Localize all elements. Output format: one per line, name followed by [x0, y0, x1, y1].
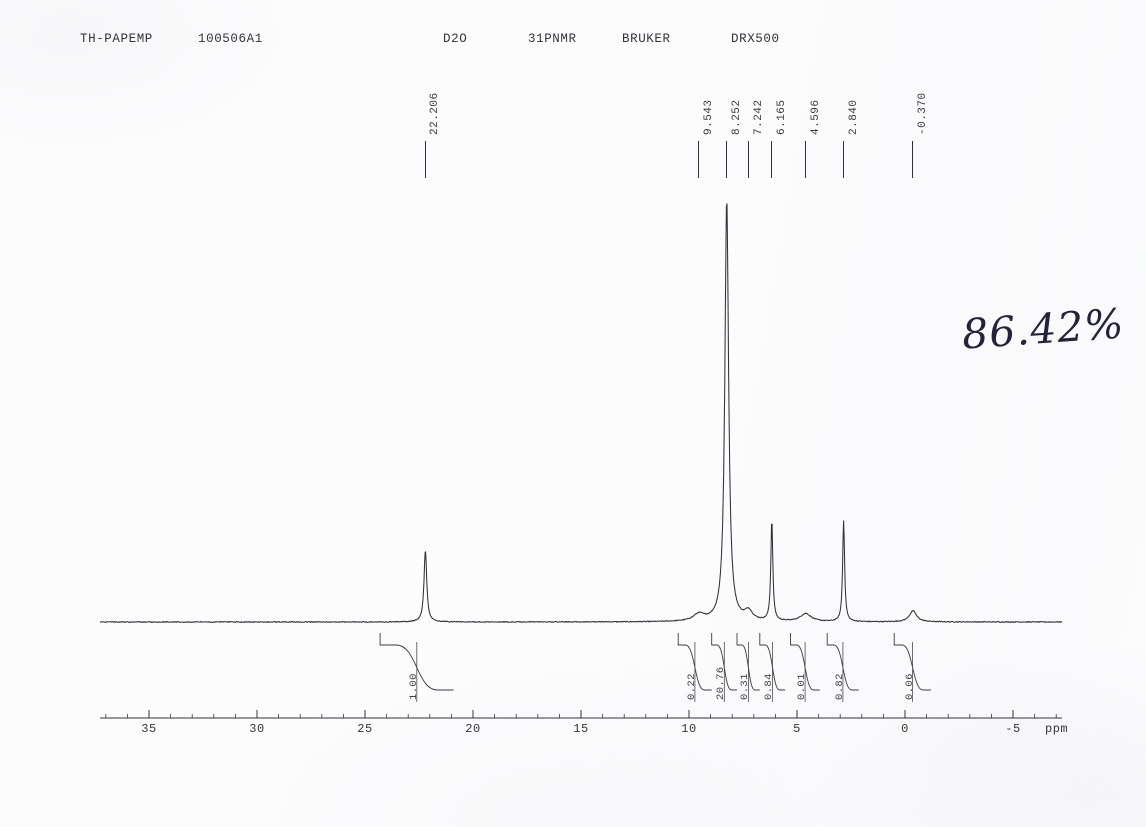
spectrum-header: TH-PAPEMP 100506A1 D2O 31PNMR BRUKER DRX… [0, 32, 1146, 52]
integral-value-label: 1.00 [407, 673, 420, 700]
integral-curve [893, 633, 931, 691]
integral-value-label: 0.01 [796, 673, 809, 700]
axis-group [100, 710, 1062, 719]
integral-value-label: 0.82 [833, 673, 846, 700]
integral-curve [826, 633, 859, 691]
axis-tick-label: 30 [249, 722, 265, 736]
integral-value-label: 0.84 [763, 673, 776, 700]
axis-tick-label: 15 [573, 722, 589, 736]
integral-value-label: 20.76 [715, 666, 728, 700]
header-solvent: D2O [443, 32, 468, 46]
integral-value-label: 0.06 [903, 673, 916, 700]
peak-marker-tick [912, 141, 914, 178]
axis-tick-label: 35 [141, 722, 157, 736]
header-experiment: 31PNMR [528, 32, 577, 46]
header-sample-name: TH-PAPEMP [80, 32, 153, 46]
header-experiment-no: 100506A1 [198, 32, 263, 46]
axis-tick-label: 0 [901, 722, 909, 736]
integral-curve [379, 633, 454, 691]
axis-tick-label: 5 [793, 722, 801, 736]
integral-value-label: 0.22 [685, 673, 698, 700]
axis-tick-label: 20 [465, 722, 481, 736]
header-instrument: DRX500 [731, 32, 780, 46]
axis-unit-label: ppm [1045, 722, 1069, 736]
integral-curve [677, 633, 712, 691]
axis-tick-label: 10 [681, 722, 697, 736]
axis-tick-label: -5 [1005, 722, 1021, 736]
spectrum-trace [99, 203, 1063, 623]
integral-curve [736, 633, 760, 691]
integral-curve-group [379, 633, 931, 702]
peak-marker-tick [805, 141, 807, 178]
integral-curve [711, 633, 737, 691]
header-vendor: BRUKER [622, 32, 671, 46]
spectrum-trace-group [99, 203, 1063, 623]
integral-curve [759, 633, 786, 691]
integral-value-label: 0.31 [739, 673, 752, 700]
axis-tick-label: 25 [357, 722, 373, 736]
peak-marker-tick [726, 141, 728, 178]
peak-marker-tick [771, 141, 773, 178]
integral-curve [790, 633, 820, 691]
peak-marker-tick [748, 141, 750, 178]
peak-marker-tick [424, 141, 426, 178]
peak-marker-tick [843, 141, 845, 178]
peak-marker-tick [698, 141, 700, 178]
